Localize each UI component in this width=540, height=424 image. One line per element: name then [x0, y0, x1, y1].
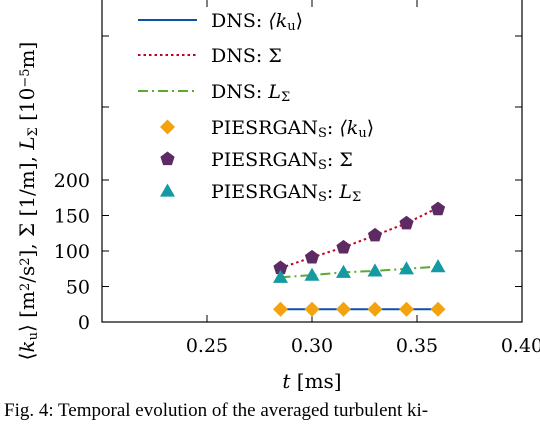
data-point [336, 264, 351, 278]
x-tick-label: 0.30 [291, 335, 333, 357]
legend-label: DNS: ⟨ku⟩ [211, 10, 303, 34]
y-tick-label: 200 [54, 170, 90, 192]
figure-caption: Fig. 4: Temporal evolution of the averag… [4, 400, 429, 421]
series-line [280, 206, 439, 269]
x-tick-label: 0.35 [396, 335, 438, 357]
legend-label: PIESRGANS: Σ [211, 149, 353, 173]
data-point [367, 263, 383, 277]
legend-item-0: DNS: ⟨ku⟩ [138, 10, 303, 34]
y-tick-label: 50 [66, 277, 90, 299]
axis-ticks: 0.25 0.30 0.35 0.40 0 50 100 150 200 [54, 0, 540, 357]
series-layer [273, 201, 446, 317]
series-4 [273, 201, 446, 275]
series-3 [273, 301, 446, 317]
data-point [336, 239, 351, 254]
x-tick-label: 0.25 [186, 335, 228, 357]
x-axis-label: t [ms] [282, 369, 341, 393]
data-point [399, 301, 414, 317]
legend-item-2: DNS: LΣ [138, 81, 290, 105]
y-tick-label: 100 [54, 241, 90, 263]
legend-item-4: PIESRGANS: Σ [160, 149, 353, 173]
data-point [160, 151, 175, 166]
data-point [273, 269, 288, 283]
y-tick-label: 0 [78, 312, 90, 334]
axis-labels: t [ms] ⟨ku⟩ [m2/s2], Σ [1/m], LΣ [10−5m] [15, 42, 342, 393]
data-point [430, 301, 446, 317]
series-line [280, 265, 439, 279]
x-tick-label: 0.40 [501, 335, 540, 357]
data-point [399, 215, 414, 230]
data-point [430, 201, 446, 216]
legend-label: PIESRGANS: LΣ [211, 181, 361, 205]
series-2 [280, 265, 439, 279]
legend-item-3: PIESRGANS: ⟨ku⟩ [160, 117, 374, 141]
legend: DNS: ⟨ku⟩ DNS: Σ DNS: LΣ PIESRGANS: ⟨ku⟩ PIE… [138, 10, 374, 205]
legend-label: DNS: Σ [211, 45, 282, 67]
data-point [336, 301, 351, 317]
data-point [367, 227, 383, 242]
data-point [399, 261, 414, 275]
series-1 [280, 206, 439, 269]
data-point [367, 301, 383, 317]
data-point [430, 259, 446, 273]
legend-label: DNS: LΣ [211, 81, 290, 105]
data-point [304, 267, 320, 281]
data-point [160, 183, 175, 197]
series-5 [273, 259, 446, 283]
legend-item-5: PIESRGANS: LΣ [160, 181, 361, 205]
data-point [273, 301, 288, 317]
y-axis-label: ⟨ku⟩ [m2/s2], Σ [1/m], LΣ [10−5m] [15, 42, 41, 361]
data-point [273, 260, 288, 275]
data-point [304, 301, 320, 317]
legend-item-1: DNS: Σ [138, 45, 282, 67]
data-point [160, 119, 175, 135]
y-tick-label: 150 [54, 206, 90, 228]
data-point [304, 249, 320, 264]
legend-label: PIESRGANS: ⟨ku⟩ [211, 117, 374, 141]
